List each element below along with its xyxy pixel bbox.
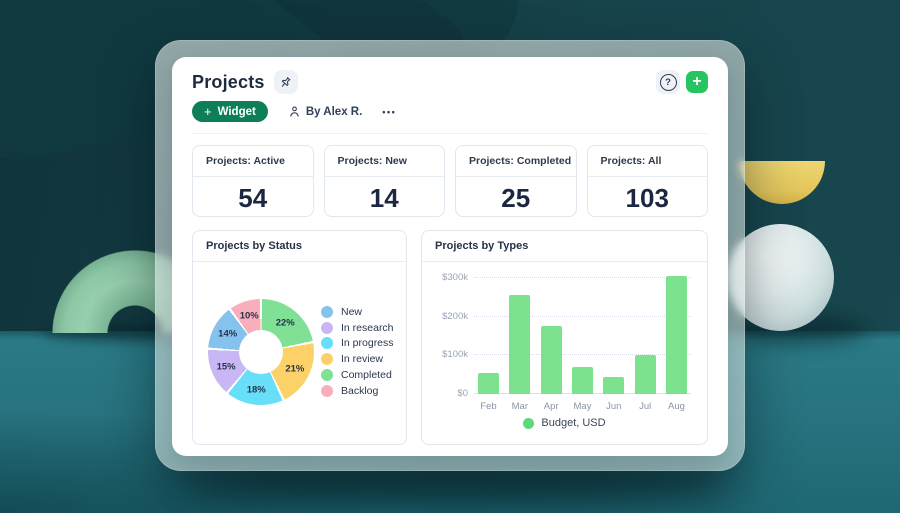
bar-column: Feb — [478, 278, 499, 412]
bar-column: Apr — [540, 278, 562, 412]
donut-slice-label: 22% — [275, 317, 295, 329]
bar-column: Mar — [509, 278, 531, 412]
legend-item[interactable]: In research — [321, 320, 394, 336]
bar-column: May — [571, 278, 593, 412]
legend-item[interactable]: Completed — [321, 367, 394, 383]
help-icon: ? — [659, 73, 677, 91]
status-legend: New In research In progress In review Comple… — [321, 304, 394, 399]
gridline — [474, 315, 691, 317]
x-axis-label: Jun — [606, 401, 622, 412]
panel-title: Projects by Types — [422, 231, 707, 262]
stat-card-new[interactable]: Projects: New 14 — [323, 145, 445, 217]
gridline — [474, 354, 691, 356]
panel-title: Projects by Status — [193, 231, 406, 262]
stat-label: Projects: Active — [193, 146, 313, 177]
glass-frame: Projects ? + — [155, 40, 745, 471]
projects-widget-card: Projects ? + — [172, 57, 728, 456]
stat-value: 25 — [501, 183, 531, 213]
bar-jul[interactable] — [634, 355, 656, 394]
legend-dot — [321, 369, 333, 382]
donut-slice-label: 10% — [239, 310, 259, 322]
add-widget-label: Widget — [217, 105, 256, 118]
legend-item[interactable]: New — [321, 304, 394, 320]
plus-icon: + — [204, 104, 212, 119]
bar-mar[interactable] — [509, 295, 531, 394]
legend-label: Backlog — [341, 384, 379, 397]
page-title: Projects — [192, 71, 265, 92]
x-axis-label: Apr — [543, 401, 559, 412]
card-header: Projects ? + — [172, 57, 728, 134]
legend-label: In research — [341, 321, 394, 334]
bar-apr[interactable] — [540, 326, 562, 394]
legend-dot — [321, 384, 333, 397]
legend-dot — [321, 337, 333, 350]
legend-label: In review — [341, 353, 384, 366]
donut-slice-label: 18% — [246, 384, 266, 396]
x-axis-label: Mar — [511, 401, 529, 412]
stat-label: Projects: All — [587, 146, 707, 177]
legend-item[interactable]: Backlog — [321, 383, 394, 399]
gridline — [474, 277, 691, 278]
legend-dot — [321, 321, 333, 334]
stat-card-completed[interactable]: Projects: Completed 25 — [455, 145, 577, 217]
x-axis-label: Jul — [639, 401, 652, 412]
bars-container: Feb Mar Apr May Jun Jul Aug — [474, 276, 691, 412]
types-bar-chart[interactable]: $0 $100k $200k $300k Feb Mar Apr May Jun Jul Aug — [442, 272, 691, 412]
donut-slice-label: 21% — [285, 363, 305, 375]
header-divider — [192, 133, 708, 134]
bar-jun[interactable] — [603, 376, 625, 394]
y-axis-tick: $100k — [442, 349, 468, 361]
stat-card-active[interactable]: Projects: Active 54 — [192, 145, 314, 217]
legend-label: New — [341, 305, 363, 318]
donut-slice-label: 14% — [218, 328, 238, 340]
byline[interactable]: By Alex R. — [288, 105, 362, 118]
pin-icon — [279, 76, 292, 89]
add-button[interactable]: + — [686, 71, 708, 93]
help-button[interactable]: ? — [656, 70, 680, 94]
legend-item[interactable]: In review — [321, 351, 394, 367]
y-axis-tick: $200k — [442, 310, 468, 322]
panel-projects-by-types: Projects by Types $0 $100k $200k $300k Feb Ma… — [421, 230, 708, 445]
y-axis-tick: $0 — [457, 388, 468, 399]
stat-value: 103 — [625, 183, 669, 213]
bar-column: Jun — [603, 278, 625, 412]
bar-aug[interactable] — [665, 276, 687, 394]
pin-button[interactable] — [273, 70, 298, 94]
stat-value: 14 — [369, 183, 399, 213]
status-donut-chart[interactable]: 22% 21% 18% 15% 14% 10% — [208, 299, 314, 405]
byline-label: By Alex R. — [305, 105, 363, 118]
legend-item[interactable]: In progress — [321, 336, 394, 352]
decor-half-disc — [739, 161, 825, 204]
panel-projects-by-status: Projects by Status 22% 21% 18% 15% 14% 10% Ne… — [192, 230, 407, 445]
x-axis-label: May — [573, 401, 592, 412]
stat-label: Projects: New — [324, 146, 444, 177]
legend-dot — [321, 305, 333, 318]
stat-label: Projects: Completed — [456, 146, 576, 177]
x-axis-label: Feb — [480, 401, 497, 412]
stat-value: 54 — [238, 183, 268, 213]
legend-dot — [523, 417, 535, 429]
donut-slice-label: 15% — [216, 361, 236, 373]
bar-column: Aug — [665, 276, 687, 412]
bar-feb[interactable] — [478, 372, 499, 394]
y-axis-tick: $300k — [442, 272, 468, 283]
legend-dot — [321, 353, 333, 366]
types-legend: Budget, USD — [422, 417, 707, 429]
legend-label: In progress — [341, 337, 394, 350]
add-widget-button[interactable]: + Widget — [192, 101, 268, 122]
plus-icon: + — [692, 73, 702, 90]
bar-column: Jul — [634, 278, 656, 412]
x-axis-label: Aug — [668, 401, 685, 412]
stats-row: Projects: Active 54 Projects: New 14 Pro… — [192, 145, 708, 217]
bar-may[interactable] — [571, 366, 593, 394]
stat-card-all[interactable]: Projects: All 103 — [586, 145, 708, 217]
panels-row: Projects by Status 22% 21% 18% 15% 14% 10% Ne… — [192, 230, 708, 445]
more-menu-button[interactable]: ••• — [382, 106, 397, 117]
person-icon — [288, 105, 301, 118]
legend-label: Completed — [341, 369, 392, 382]
legend-label: Budget, USD — [541, 417, 606, 429]
